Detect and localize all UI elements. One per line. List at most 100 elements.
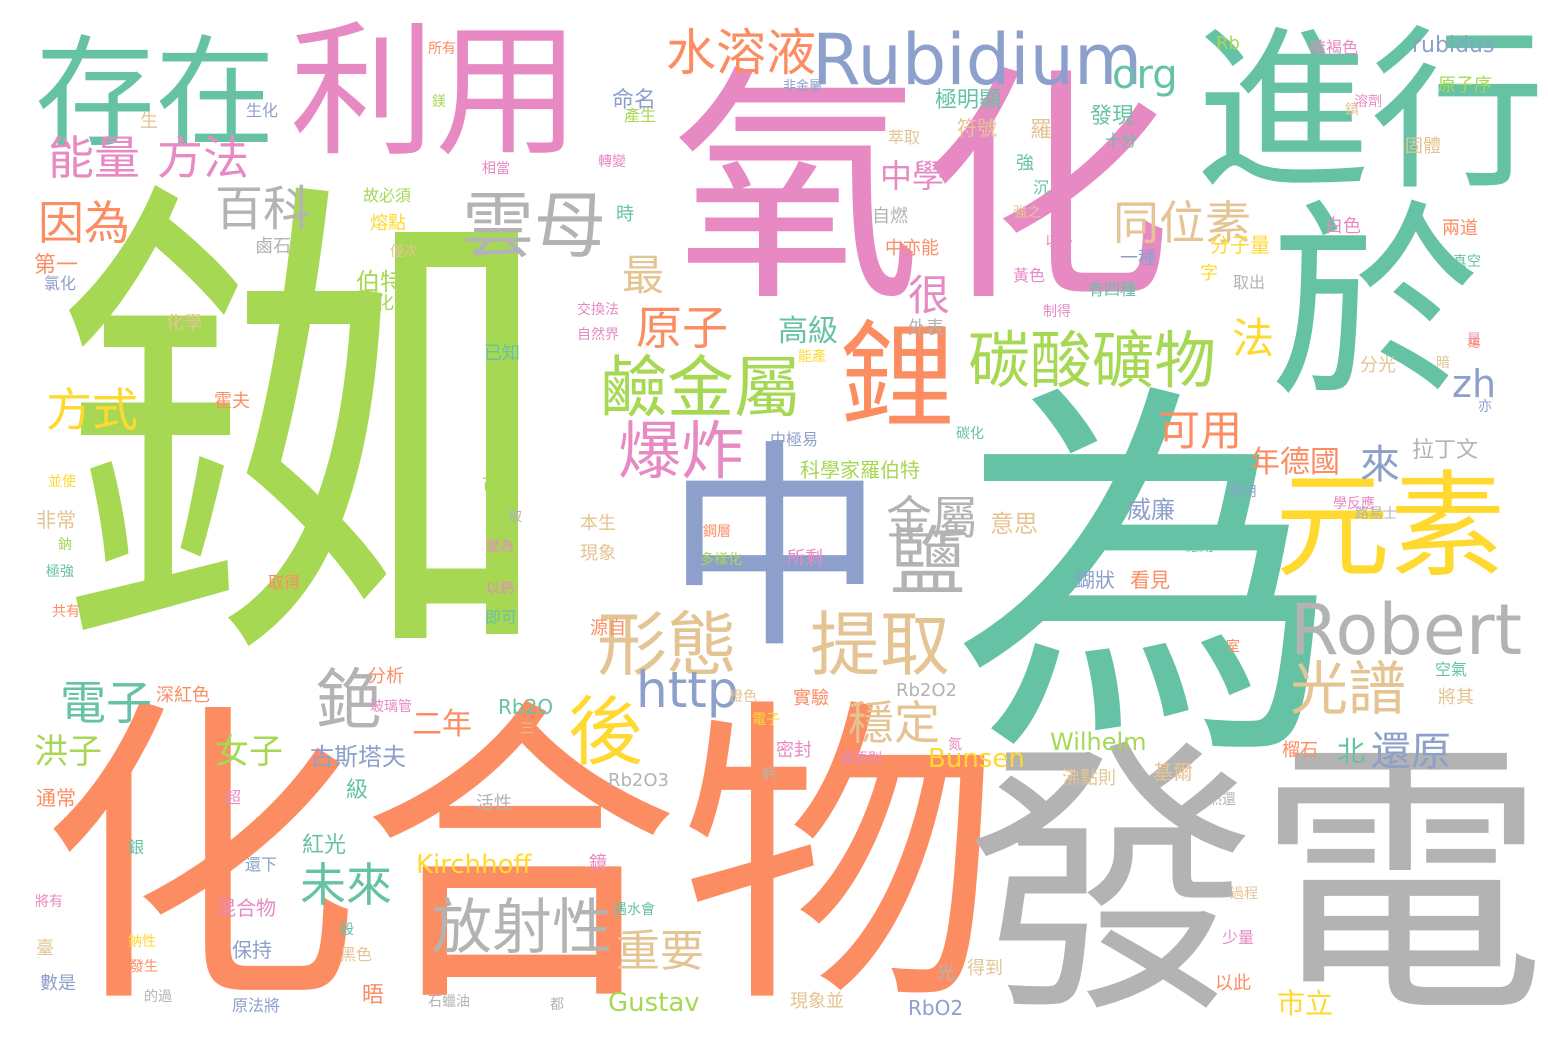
cloud-word: 路易士 <box>1355 506 1397 522</box>
cloud-word: 共有 <box>52 604 80 620</box>
cloud-word: 十分 <box>1105 131 1138 150</box>
cloud-word: Rubidium <box>812 19 1143 101</box>
cloud-word: 已知 <box>484 343 520 364</box>
cloud-word: 中學 <box>880 157 945 195</box>
cloud-word: 可能 <box>482 476 518 497</box>
cloud-word: 還下 <box>245 855 278 874</box>
cloud-word: 榴石 <box>1282 740 1318 761</box>
cloud-word: 強之 <box>1013 205 1041 221</box>
cloud-word: 以外 <box>1045 234 1073 250</box>
cloud-word: 分光 <box>1360 355 1396 376</box>
cloud-word: 深紅色 <box>156 685 210 706</box>
cloud-word: 中 <box>665 422 886 678</box>
cloud-word: 取出 <box>1233 273 1266 292</box>
cloud-word: 有四種 <box>1088 280 1137 299</box>
cloud-word: 古斯塔夫 <box>310 743 406 771</box>
cloud-word: 拉丁文 <box>1412 438 1479 463</box>
cloud-word: 固體 <box>1405 136 1441 157</box>
cloud-word: 光 <box>937 963 955 984</box>
cloud-word: 可用 <box>1158 406 1243 455</box>
cloud-word: Gustav <box>608 988 700 1018</box>
cloud-word: 被 <box>508 509 522 525</box>
cloud-word: 還原則 <box>840 751 882 767</box>
cloud-word: 發現 <box>1090 104 1135 129</box>
cloud-word: 放射性 <box>432 893 612 963</box>
cloud-word: 碳酸礦物 <box>968 324 1217 397</box>
cloud-word: 來 <box>1360 442 1400 488</box>
cloud-word: 伯特 <box>356 268 404 296</box>
cloud-word: 超 <box>225 788 242 807</box>
cloud-word: 少量 <box>1222 928 1255 947</box>
cloud-word: Bunsen <box>928 744 1025 774</box>
cloud-word: 化合物 <box>40 674 1000 1046</box>
cloud-word: 進行 <box>1195 11 1545 214</box>
cloud-word: 羅 <box>1030 118 1053 143</box>
cloud-word: 形態 <box>597 604 737 686</box>
cloud-word: 中極易 <box>770 430 819 449</box>
cloud-word: 實驗 <box>793 688 829 709</box>
cloud-word: 兩道 <box>1442 218 1478 239</box>
cloud-word: 自燃 <box>872 206 908 227</box>
cloud-word: 原子 <box>636 301 728 355</box>
cloud-word: 熱還 <box>1208 792 1236 808</box>
cloud-word: 未來 <box>300 858 392 912</box>
cloud-word: 多樣化 <box>700 552 742 568</box>
cloud-word: 穩定 <box>848 696 940 750</box>
cloud-word: 方法 <box>157 131 249 185</box>
cloud-word: 鈣 <box>762 767 776 783</box>
cloud-word: 真空 <box>1453 254 1481 270</box>
cloud-word: 總 <box>1468 336 1481 350</box>
cloud-word: org <box>1112 52 1178 98</box>
cloud-word: 以鈣 <box>486 581 514 597</box>
cloud-word: 發電 <box>966 716 1546 1052</box>
cloud-word: 萃取 <box>888 128 921 147</box>
cloud-word: 混合物 <box>216 896 276 920</box>
cloud-word: 基爾 <box>1153 760 1193 784</box>
cloud-word: 黑色 <box>340 945 373 964</box>
cloud-word: 室 <box>1226 639 1240 655</box>
cloud-word: 以此 <box>1215 973 1251 994</box>
cloud-word: 活性 <box>476 793 512 814</box>
cloud-word: 應用 <box>1186 539 1214 555</box>
cloud-word: 發生 <box>130 959 158 975</box>
cloud-word: 最 <box>622 251 665 300</box>
cloud-word: 制得 <box>1043 304 1071 320</box>
cloud-word: 雲母 <box>462 184 607 268</box>
cloud-word: 利用 <box>290 8 580 177</box>
cloud-word: 鎮 <box>1345 102 1359 118</box>
cloud-word: 中亦能 <box>885 238 939 259</box>
cloud-word: Rb2O2 <box>896 680 958 701</box>
cloud-word: 產生 <box>624 106 657 125</box>
cloud-word: 的過 <box>144 989 172 1005</box>
cloud-word: Rb <box>1216 33 1240 54</box>
cloud-word: 暗褐色 <box>1310 38 1359 57</box>
cloud-word: 玻璃管 <box>370 699 412 715</box>
cloud-word: 變為 <box>486 539 514 555</box>
cloud-word: 重要 <box>616 926 704 977</box>
cloud-word: 一種 <box>1120 248 1156 269</box>
cloud-word: 百科 <box>215 181 312 237</box>
cloud-word: 霍夫 <box>214 391 250 412</box>
cloud-word: 為 <box>952 353 1342 807</box>
cloud-word: 看見 <box>1130 568 1170 592</box>
cloud-word: 學反應 <box>1333 496 1375 512</box>
cloud-word: 女子 <box>215 732 283 772</box>
cloud-word: 方式 <box>46 383 138 437</box>
cloud-word: 數是 <box>40 973 76 994</box>
cloud-word: 並使 <box>48 474 76 490</box>
cloud-word: 法 <box>1232 314 1275 363</box>
cloud-word: 命名 <box>612 88 657 113</box>
cloud-word: 洪子 <box>34 732 102 772</box>
cloud-word: 高級 <box>778 314 838 349</box>
cloud-word: 元素 <box>1275 460 1506 594</box>
cloud-word: 即可 <box>485 608 518 627</box>
cloud-word: 銣 <box>55 144 555 726</box>
cloud-word: 原法將 <box>232 996 281 1015</box>
cloud-word: Wilhelm <box>1050 728 1147 756</box>
cloud-word: 僅次 <box>390 244 418 260</box>
cloud-word: 黃色 <box>1013 266 1046 285</box>
cloud-word: 過程 <box>1230 886 1258 902</box>
cloud-word: rubidus <box>1412 33 1495 58</box>
cloud-word: 意思 <box>990 510 1038 538</box>
